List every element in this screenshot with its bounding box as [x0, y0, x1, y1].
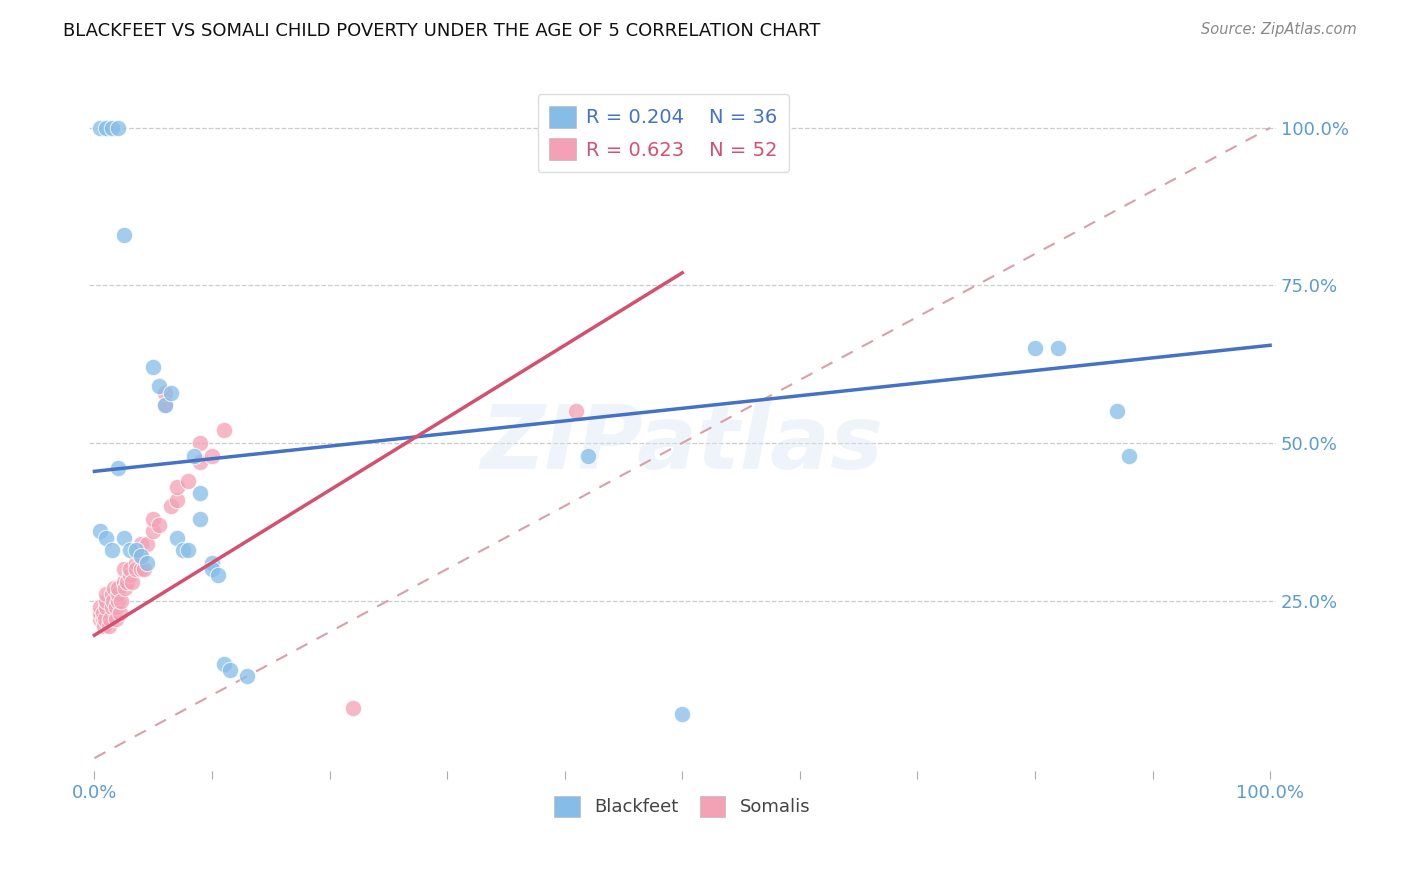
Point: [118, 568, 141, 582]
Point: [96, 531, 118, 545]
Point: [142, 511, 165, 525]
Point: [104, 599, 127, 614]
Point: [93, 619, 115, 633]
Point: [142, 524, 165, 539]
Point: [91, 606, 114, 620]
Point: [101, 543, 124, 558]
Point: [1024, 342, 1046, 356]
Legend: Blackfeet, Somalis: Blackfeet, Somalis: [547, 789, 817, 824]
Point: [148, 379, 170, 393]
Point: [114, 581, 136, 595]
Point: [207, 568, 229, 582]
Point: [121, 574, 143, 589]
Point: [101, 599, 124, 614]
Point: [212, 423, 235, 437]
Point: [112, 574, 135, 589]
Point: [177, 543, 200, 558]
Point: [110, 606, 132, 620]
Point: [103, 593, 125, 607]
Point: [671, 706, 693, 721]
Point: [124, 556, 146, 570]
Point: [94, 612, 117, 626]
Point: [148, 517, 170, 532]
Point: [110, 593, 132, 607]
Point: [1107, 404, 1129, 418]
Text: ZIPatlas: ZIPatlas: [481, 401, 884, 488]
Point: [89, 612, 111, 626]
Point: [201, 449, 224, 463]
Point: [107, 593, 129, 607]
Point: [166, 531, 188, 545]
Point: [201, 556, 224, 570]
Point: [236, 669, 259, 683]
Point: [96, 587, 118, 601]
Point: [218, 663, 240, 677]
Point: [576, 449, 599, 463]
Point: [131, 562, 153, 576]
Point: [89, 120, 111, 135]
Point: [89, 524, 111, 539]
Point: [112, 531, 135, 545]
Point: [104, 612, 127, 626]
Point: [342, 700, 364, 714]
Point: [107, 581, 129, 595]
Point: [89, 606, 111, 620]
Point: [188, 436, 211, 450]
Point: [107, 120, 129, 135]
Point: [172, 543, 194, 558]
Point: [118, 562, 141, 576]
Point: [1047, 342, 1070, 356]
Point: [188, 486, 211, 500]
Point: [188, 455, 211, 469]
Point: [136, 556, 159, 570]
Point: [117, 574, 139, 589]
Point: [98, 612, 121, 626]
Point: [97, 619, 120, 633]
Point: [124, 562, 146, 576]
Text: BLACKFEET VS SOMALI CHILD POVERTY UNDER THE AGE OF 5 CORRELATION CHART: BLACKFEET VS SOMALI CHILD POVERTY UNDER …: [63, 22, 821, 40]
Point: [188, 511, 211, 525]
Point: [101, 120, 124, 135]
Point: [107, 587, 129, 601]
Point: [1118, 449, 1140, 463]
Point: [131, 549, 153, 564]
Point: [153, 385, 176, 400]
Point: [166, 480, 188, 494]
Point: [136, 537, 159, 551]
Point: [160, 499, 183, 513]
Text: Source: ZipAtlas.com: Source: ZipAtlas.com: [1201, 22, 1357, 37]
Point: [107, 461, 129, 475]
Point: [177, 474, 200, 488]
Point: [96, 599, 118, 614]
Point: [96, 120, 118, 135]
Point: [124, 543, 146, 558]
Point: [166, 492, 188, 507]
Point: [89, 599, 111, 614]
Point: [96, 593, 118, 607]
Point: [112, 227, 135, 242]
Point: [103, 581, 125, 595]
Point: [201, 562, 224, 576]
Point: [132, 562, 155, 576]
Point: [160, 385, 183, 400]
Point: [153, 398, 176, 412]
Point: [153, 398, 176, 412]
Point: [112, 562, 135, 576]
Point: [565, 404, 588, 418]
Point: [101, 587, 124, 601]
Point: [118, 543, 141, 558]
Point: [212, 657, 235, 671]
Point: [142, 360, 165, 375]
Point: [131, 537, 153, 551]
Point: [131, 549, 153, 564]
Point: [91, 612, 114, 626]
Point: [183, 449, 205, 463]
